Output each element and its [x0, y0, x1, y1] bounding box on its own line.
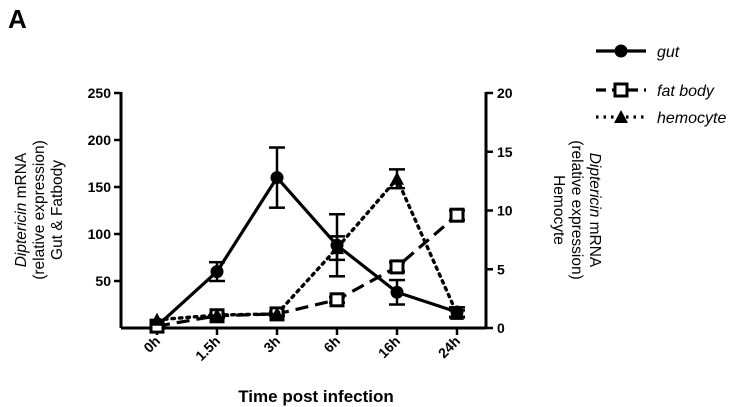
data-point — [270, 306, 284, 320]
legend: gut fat body hemocyte — [596, 44, 726, 127]
y-axis-title-left-line1: Diptericin mRNA — [13, 152, 30, 267]
data-point — [330, 241, 344, 255]
series-gut — [150, 146, 465, 333]
series-line — [156, 213, 459, 328]
data-point — [390, 171, 404, 185]
legend-label: fat body — [657, 83, 715, 100]
data-point — [389, 259, 405, 275]
y-axis-title-left-italic: Diptericin — [13, 203, 30, 268]
y-tick-label-right: 0 — [497, 320, 505, 336]
x-tick-label: 1.5h — [192, 333, 223, 364]
y-axis-title-right-rest: mRNA — [586, 217, 603, 268]
data-point — [210, 308, 224, 322]
data-point — [450, 306, 464, 320]
panel-label: A — [8, 4, 27, 34]
y-tick-label-left: 150 — [88, 179, 112, 195]
axes: 50 100 150 200 250 0 5 10 15 20 0h 1.5h 3h 6h 16h 24h Ti… — [13, 85, 603, 406]
y-axis-title-left: Diptericin mRNA (relative expression) Gut … — [13, 140, 66, 280]
legend-marker — [614, 44, 628, 58]
data-point — [150, 312, 164, 326]
legend-label: hemocyte — [657, 110, 726, 127]
y-axis-title-right-italic: Diptericin — [586, 153, 603, 218]
data-point — [390, 285, 404, 299]
x-tick-label: 24h — [435, 333, 463, 361]
data-point — [329, 292, 345, 308]
y-tick-label-right: 15 — [497, 144, 513, 160]
legend-marker — [614, 110, 628, 123]
data-point — [449, 207, 465, 223]
data-point — [210, 265, 224, 279]
y-axis-title-left-line2: (relative expression) — [31, 140, 48, 280]
legend-item: hemocyte — [596, 110, 726, 127]
legend-item: gut — [596, 44, 680, 61]
x-tick-label: 3h — [260, 333, 283, 356]
data-point — [270, 171, 284, 185]
y-axis-title-right: Diptericin mRNA(relative expression)Hemo… — [550, 140, 603, 280]
y-axis-title-left-rest: mRNA — [13, 152, 30, 203]
y-axis-title-right-line3: Hemocyte — [550, 175, 567, 245]
y-tick-label-right: 5 — [497, 261, 505, 277]
y-axis-title-right-line1: Diptericin mRNA — [586, 153, 603, 268]
legend-marker — [613, 82, 629, 98]
y-axis-title-left-line3: Gut & Fatbody — [49, 160, 66, 260]
y-axis-title-right-line2: (relative expression) — [568, 140, 585, 280]
y-tick-label-left: 250 — [88, 85, 112, 101]
series-layer — [149, 146, 465, 334]
series-line — [155, 176, 458, 328]
x-tick-label: 0h — [140, 333, 163, 356]
y-tick-label-right: 10 — [497, 203, 513, 219]
series-hemocyte — [150, 168, 465, 326]
legend-label: gut — [657, 44, 680, 61]
x-axis-title: Time post infection — [238, 387, 394, 406]
y-tick-label-left: 200 — [88, 132, 112, 148]
y-tick-label-right: 20 — [497, 85, 513, 101]
legend-item: fat body — [596, 82, 715, 100]
y-tick-label-left: 100 — [88, 226, 112, 242]
y-tick-label-left: 50 — [95, 273, 111, 289]
x-tick-label: 16h — [375, 333, 403, 361]
series-line — [155, 177, 459, 322]
x-tick-label: 6h — [320, 333, 343, 356]
